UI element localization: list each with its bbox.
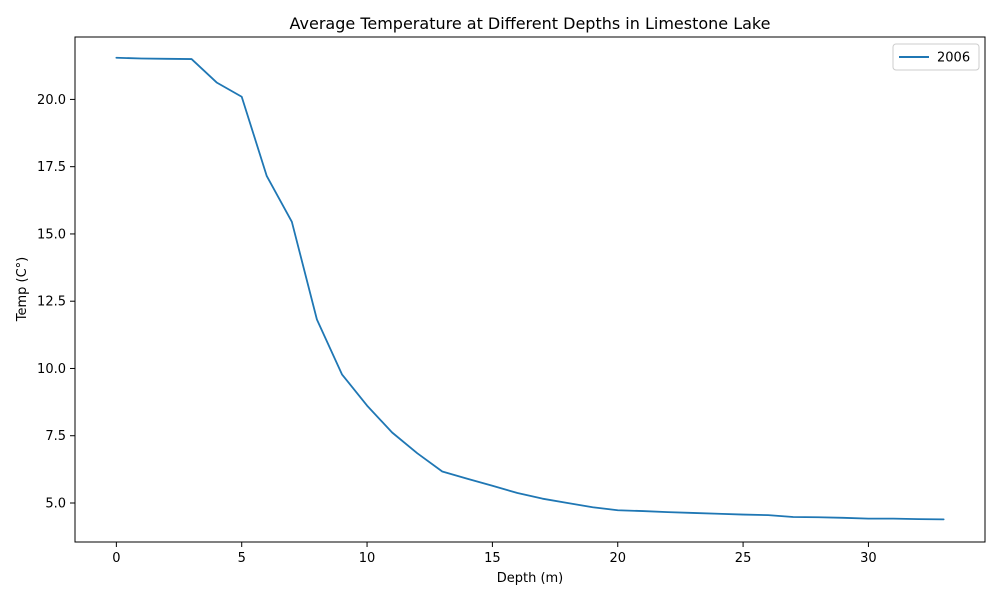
chart-title: Average Temperature at Different Depths … (290, 14, 771, 33)
x-tick-label: 0 (112, 551, 120, 566)
y-tick-label: 12.5 (37, 295, 66, 310)
x-tick-label: 15 (484, 551, 501, 566)
y-tick-label: 20.0 (37, 93, 66, 108)
y-axis-label: Temp (C°) (15, 257, 30, 323)
y-axis-ticks: 5.0 7.5 10.0 12.5 15.0 17.5 20.0 (37, 93, 75, 511)
legend-label-2006: 2006 (937, 51, 970, 66)
x-tick-label: 25 (735, 551, 752, 566)
y-tick-label: 10.0 (37, 362, 66, 377)
legend: 2006 (892, 43, 980, 71)
x-tick-label: 10 (359, 551, 376, 566)
x-tick-label: 5 (238, 551, 246, 566)
plot-area (115, 56, 945, 521)
y-tick-label: 17.5 (37, 160, 66, 175)
series-line-2006 (115, 56, 945, 521)
axes-frame (74, 36, 986, 543)
y-tick-label: 7.5 (45, 429, 66, 444)
legend-box (892, 43, 980, 71)
x-axis-ticks: 0 5 10 15 20 25 30 (112, 542, 877, 566)
y-tick-label: 5.0 (45, 496, 66, 511)
x-axis-label: Depth (m) (497, 571, 564, 586)
x-tick-label: 20 (609, 551, 626, 566)
y-tick-label: 15.0 (37, 227, 66, 242)
x-tick-label: 30 (860, 551, 877, 566)
